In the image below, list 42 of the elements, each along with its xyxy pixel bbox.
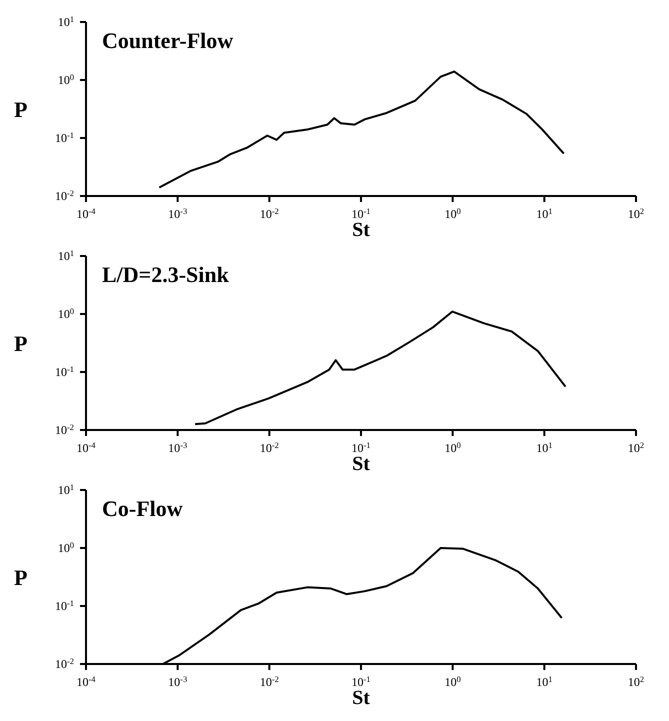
y-tick-label: 10$^{1}$ — [58, 248, 74, 263]
x-tick-label: 10$^{0}$ — [444, 674, 461, 689]
x-tick-label: 10$^{0}$ — [444, 206, 461, 221]
x-tick-label: 10$^{2}$ — [628, 440, 644, 455]
x-tick-label: 10$^{-2}$ — [260, 674, 279, 689]
y-tick-label: 10$^{-2}$ — [55, 188, 74, 203]
x-tick-label: 10$^{-3}$ — [168, 674, 188, 689]
chart-title: L/D=2.3-Sink — [102, 262, 229, 288]
y-tick-label: 10$^{0}$ — [58, 306, 74, 321]
x-tick-label: 10$^{2}$ — [628, 674, 644, 689]
y-tick-label: 10$^{-1}$ — [55, 364, 74, 379]
x-tick-label: 10$^{2}$ — [628, 206, 644, 221]
x-tick-label: 10$^{1}$ — [536, 674, 552, 689]
x-tick-label: 10$^{-1}$ — [352, 440, 370, 455]
y-axis-title: P — [14, 564, 28, 590]
y-tick-label: 10$^{-1}$ — [55, 130, 74, 145]
y-tick-label: 10$^{0}$ — [58, 540, 74, 555]
x-axis-title: St — [352, 453, 370, 475]
x-tick-label: 10$^{-2}$ — [260, 440, 279, 455]
x-tick-label: 10$^{-4}$ — [76, 440, 96, 455]
y-axis-title: P — [14, 96, 28, 122]
y-tick-label: 10$^{-2}$ — [55, 656, 74, 671]
chart-title: Counter-Flow — [102, 28, 234, 54]
x-tick-label: 10$^{1}$ — [536, 206, 552, 221]
y-axis-title: P — [14, 330, 28, 356]
y-tick-label: 10$^{1}$ — [58, 14, 74, 29]
y-tick-label: 10$^{-1}$ — [55, 598, 74, 613]
x-tick-label: 10$^{1}$ — [536, 440, 552, 455]
x-tick-label: 10$^{-1}$ — [352, 674, 370, 689]
x-tick-label: 10$^{-4}$ — [76, 206, 96, 221]
x-tick-label: 10$^{-4}$ — [76, 674, 96, 689]
x-axis-title: St — [352, 219, 370, 241]
y-tick-label: 10$^{0}$ — [58, 72, 74, 87]
x-tick-label: 10$^{0}$ — [444, 440, 461, 455]
y-tick-label: 10$^{-2}$ — [55, 422, 74, 437]
chart-title: Co-Flow — [102, 496, 183, 522]
x-axis-title: St — [352, 687, 370, 709]
x-tick-label: 10$^{-1}$ — [352, 206, 370, 221]
x-tick-label: 10$^{-3}$ — [168, 440, 188, 455]
x-tick-label: 10$^{-3}$ — [168, 206, 188, 221]
x-tick-label: 10$^{-2}$ — [260, 206, 279, 221]
y-tick-label: 10$^{1}$ — [58, 482, 74, 497]
